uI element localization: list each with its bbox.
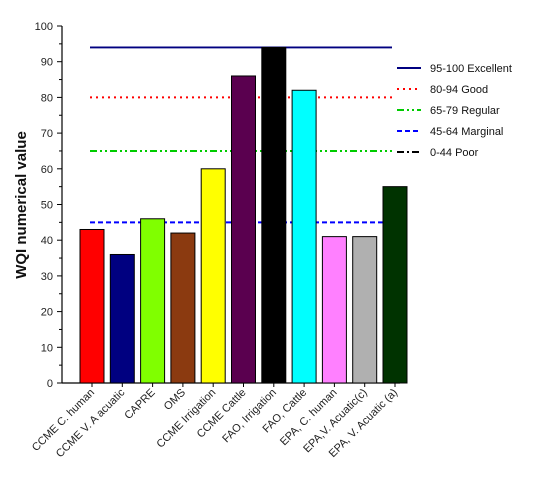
- y-axis-title: WQI numerical value: [13, 131, 30, 279]
- y-tick-label: 10: [41, 342, 53, 354]
- bar: [109, 253, 135, 384]
- legend-label: 0-44 Poor: [430, 147, 479, 159]
- bar: [352, 236, 378, 384]
- legend-label: 80-94 Good: [430, 84, 488, 96]
- legend: 95-100 Excellent 80-94 Good 65-79 Regular 4…: [397, 63, 512, 159]
- x-tick-label: OMS: [162, 387, 188, 413]
- y-tick-label: 20: [41, 307, 53, 319]
- y-tick-label: 30: [41, 271, 53, 283]
- bar: [231, 75, 256, 384]
- legend-label: 95-100 Excellent: [430, 63, 512, 75]
- legend-label: 65-79 Regular: [430, 105, 500, 117]
- legend-label: 45-64 Marginal: [430, 126, 503, 138]
- bar: [291, 89, 317, 384]
- bar: [321, 236, 347, 384]
- y-tick-label: 80: [41, 92, 53, 104]
- y-tick-label: 90: [41, 57, 53, 69]
- x-tick-label: CAPRE: [122, 387, 157, 422]
- y-tick-label: 0: [47, 378, 53, 390]
- bar: [200, 168, 226, 384]
- y-tick-label: 100: [35, 21, 53, 33]
- y-tick-label: 50: [41, 200, 53, 212]
- y-tick-label: 60: [41, 164, 53, 176]
- y-tick-label: 40: [41, 235, 53, 247]
- bar: [261, 46, 287, 384]
- bar: [170, 232, 196, 384]
- bar: [79, 228, 105, 384]
- bar: [382, 186, 408, 384]
- y-tick-label: 70: [41, 128, 53, 140]
- bar: [140, 218, 166, 384]
